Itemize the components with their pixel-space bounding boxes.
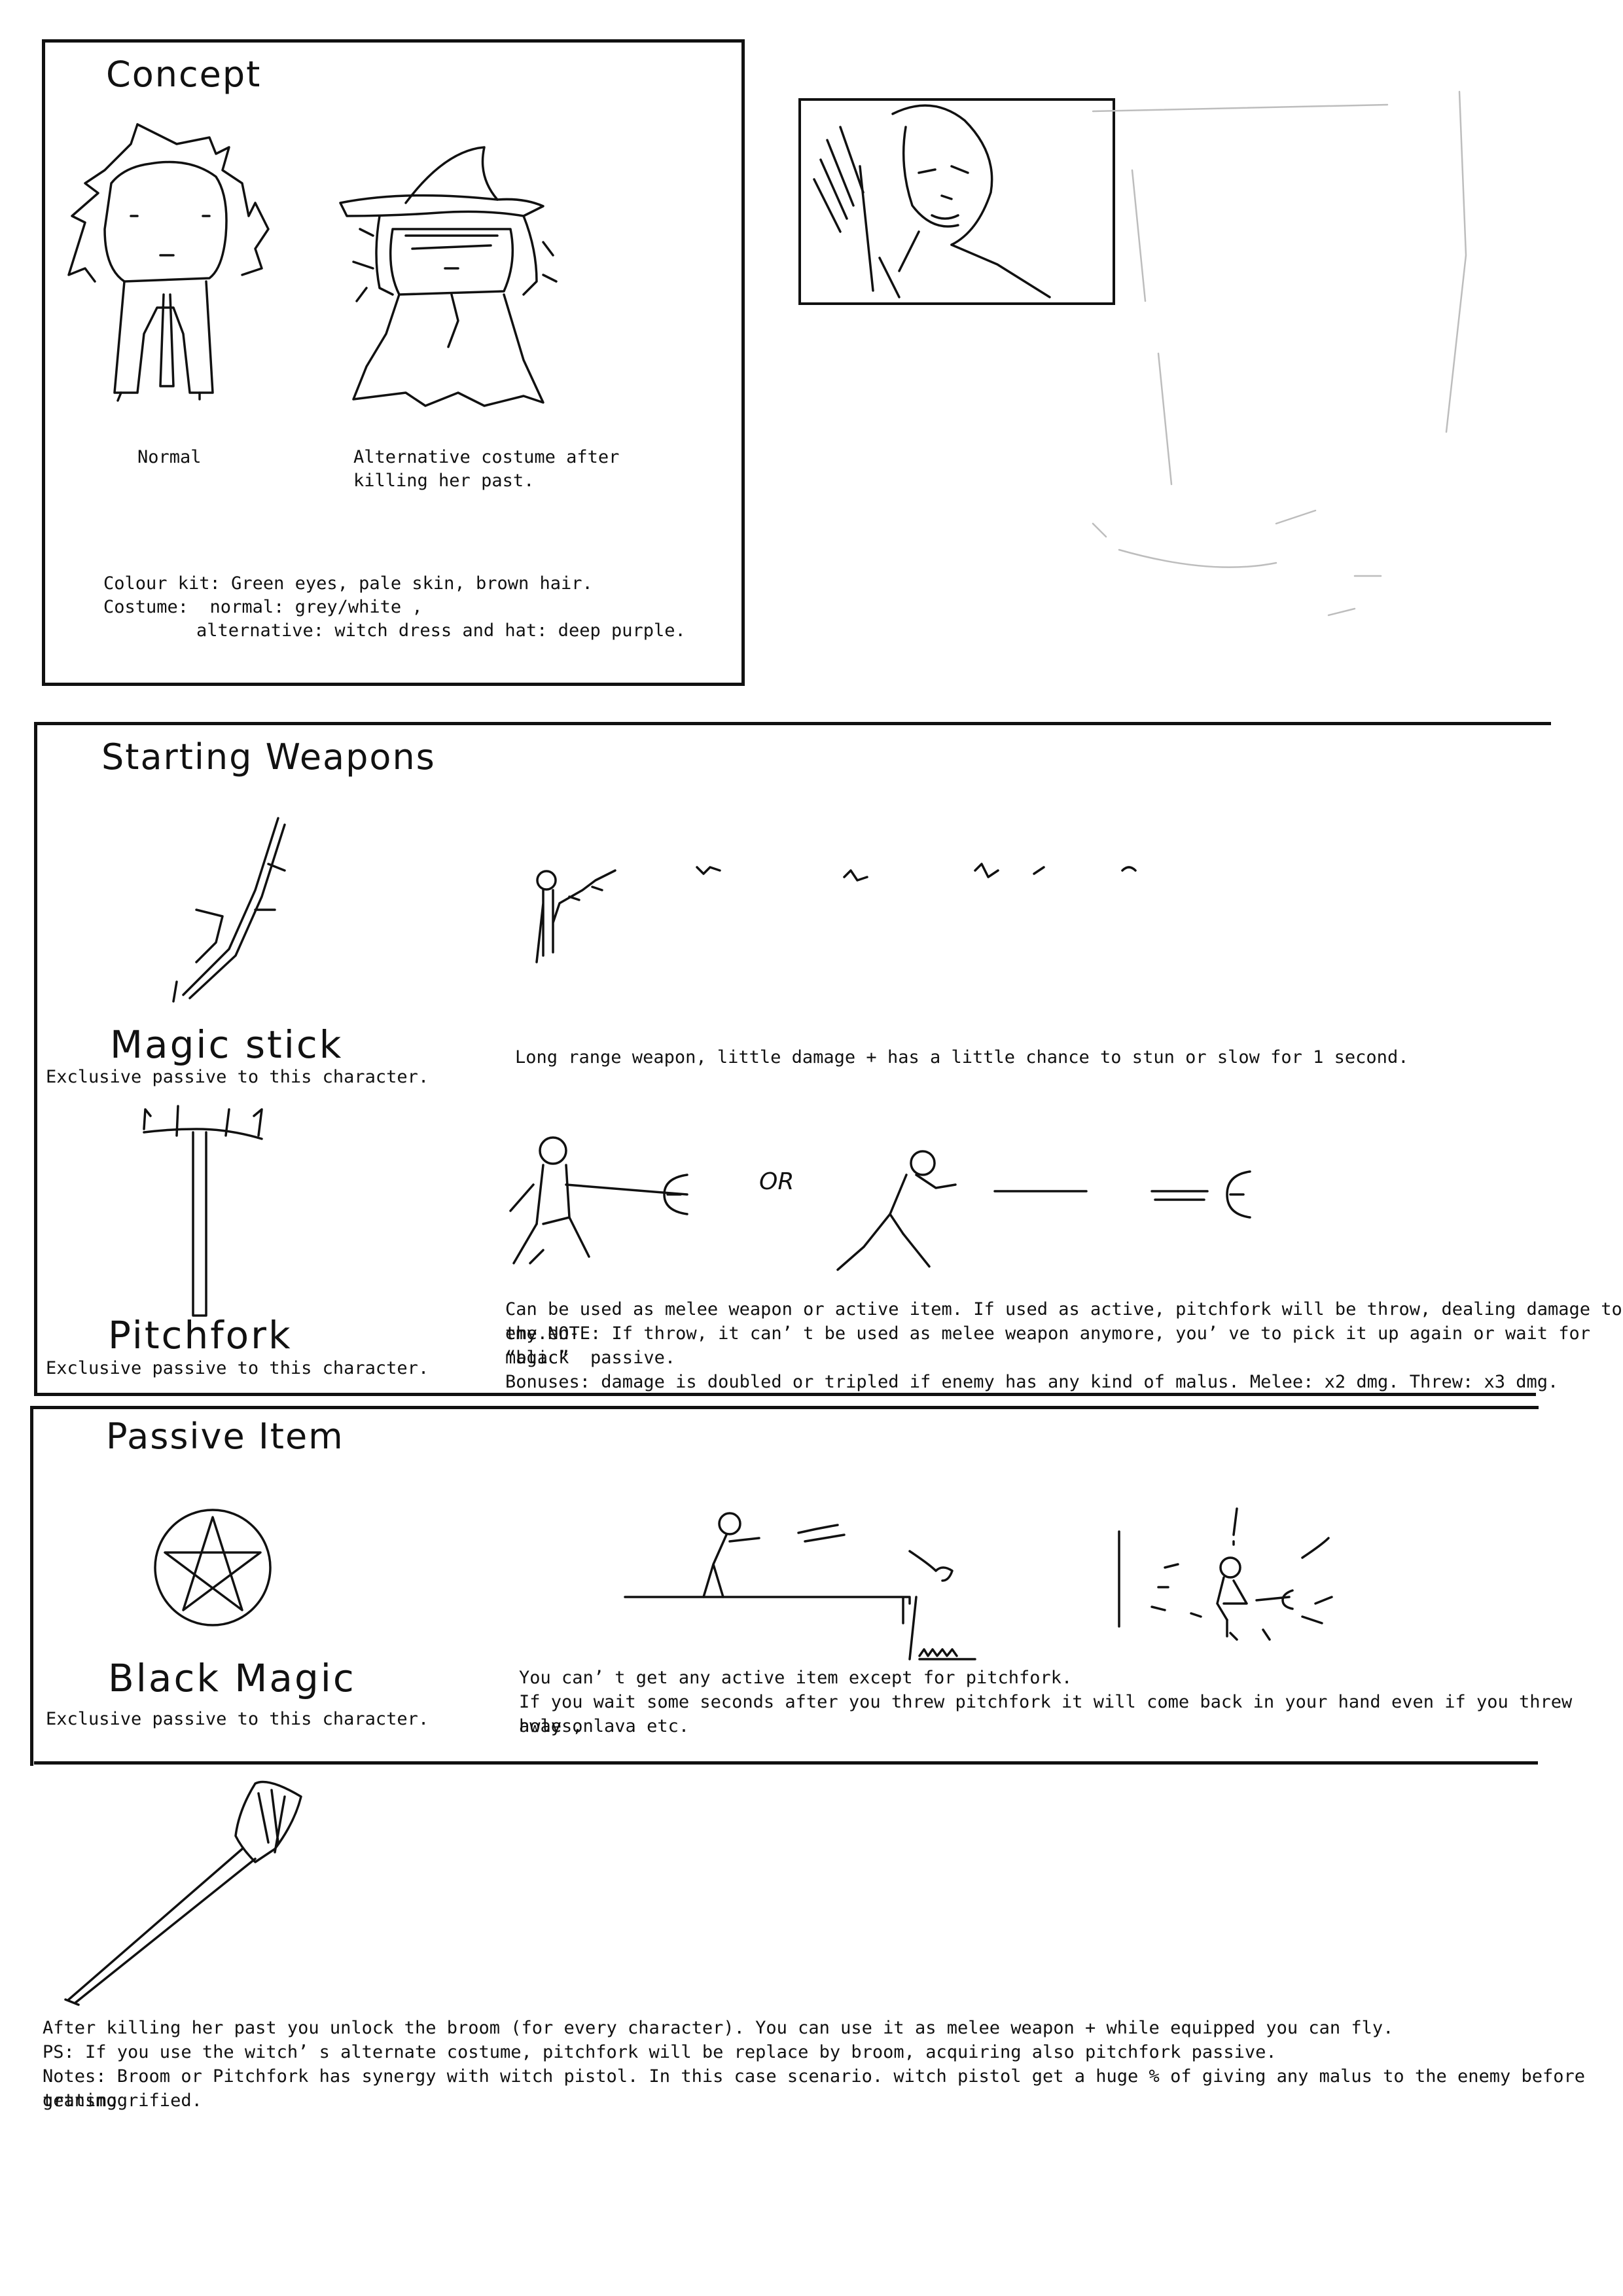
passive-top-border <box>30 1406 1539 1409</box>
character-normal-sketch <box>67 123 270 402</box>
passive-left-border <box>30 1406 33 1766</box>
portrait-sketch <box>813 104 1051 298</box>
black-magic-passive: Exclusive passive to this character. <box>46 1709 429 1729</box>
magic-stick-icon <box>172 817 286 1003</box>
concept-frame <box>42 39 745 686</box>
alt-caption-line1: Alternative costume after <box>353 447 620 467</box>
pitchfork-desc-line3: magic” passive. <box>505 1348 676 1368</box>
portrait-frame <box>798 98 1115 305</box>
pitchfork-passive: Exclusive passive to this character. <box>46 1358 429 1378</box>
pitchfork-melee-sketch <box>509 1136 688 1265</box>
magic-stick-description: Long range weapon, little damage + has a… <box>515 1047 1409 1067</box>
pitchfork-throw-sketch <box>836 1150 1251 1271</box>
pitchfork-name: Pitchfork <box>108 1313 293 1357</box>
broom-line1: After killing her past you unlock the br… <box>43 2018 1394 2038</box>
broom-line3: Notes: Broom or Pitchfork has synergy wi… <box>43 2066 1596 2111</box>
magic-stick-throw-sketch <box>535 863 1137 963</box>
weapons-bottom-border <box>34 1393 1536 1396</box>
weapons-title: Starting Weapons <box>101 736 436 778</box>
pitchfork-desc-line2: emy.NOTE: If throw, it can’ t be used as… <box>505 1323 1601 1368</box>
weapons-top-border <box>34 722 1551 725</box>
faint-sketch <box>1092 90 1467 617</box>
colour-kit-text: Colour kit: Green eyes, pale skin, brown… <box>103 573 593 594</box>
passive-desc-line2: If you wait some seconds after you threw… <box>519 1692 1583 1736</box>
passive-throw-sketch <box>624 1512 976 1660</box>
broom-sketch <box>64 1780 302 2006</box>
pitchfork-bonuses: Bonuses: damage is doubled or tripled if… <box>505 1372 1559 1392</box>
pitchfork-desc-line1: Can be used as melee weapon or active it… <box>505 1299 1622 1344</box>
alt-caption-line2: killing her past. <box>353 471 535 491</box>
costume-line2: alternative: witch dress and hat: deep p… <box>196 620 686 641</box>
concept-title: Concept <box>106 54 262 95</box>
broom-line2: PS: If you use the witch’ s alternate co… <box>43 2042 1277 2062</box>
passive-desc-line3: holes, lava etc. <box>519 1716 690 1736</box>
broom-line4: transmogrified. <box>43 2090 202 2111</box>
pentagram-icon <box>154 1509 272 1626</box>
weapons-left-border <box>34 722 37 1396</box>
normal-caption: Normal <box>137 447 202 467</box>
passive-return-sketch <box>1118 1507 1333 1641</box>
costume-line1: Costume: normal: grey/white , <box>103 597 423 617</box>
passive-title: Passive Item <box>106 1416 344 1457</box>
passive-desc-line1: You can’ t get any active item except fo… <box>519 1668 1073 1688</box>
passive-bottom-border <box>34 1761 1538 1765</box>
black-magic-name: Black Magic <box>108 1656 356 1700</box>
or-label: OR <box>759 1168 794 1195</box>
pitchfork-icon <box>143 1105 263 1317</box>
magic-stick-passive: Exclusive passive to this character. <box>46 1067 429 1087</box>
character-witch-sketch <box>339 146 558 407</box>
magic-stick-name: Magic stick <box>110 1022 344 1067</box>
